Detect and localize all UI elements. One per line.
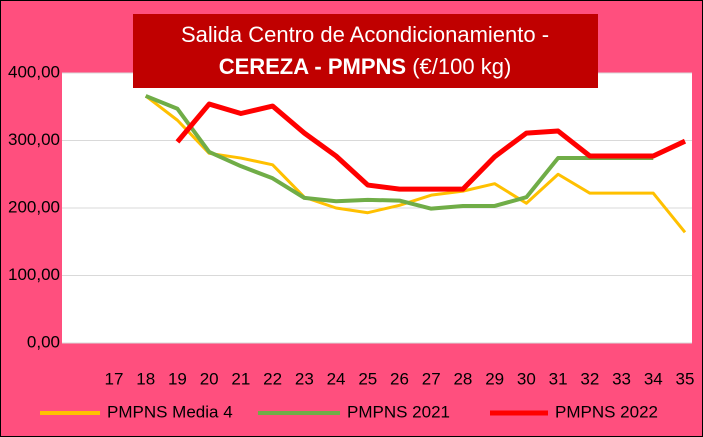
legend-label: PMPNS 2022 bbox=[555, 402, 658, 421]
y-tick-label: 0,00 bbox=[27, 332, 60, 351]
x-tick-label: 24 bbox=[327, 369, 346, 388]
x-tick-label: 31 bbox=[549, 369, 568, 388]
x-tick-label: 26 bbox=[390, 369, 409, 388]
legend-label: PMPNS Media 4 bbox=[107, 402, 233, 421]
legend-label: PMPNS 2021 bbox=[347, 402, 450, 421]
subtitle-bold: CEREZA - PMPNS bbox=[219, 54, 406, 79]
legend: PMPNS Media 4 PMPNS 2021 PMPNS 2022 bbox=[40, 402, 658, 421]
x-tick-label: 33 bbox=[612, 369, 631, 388]
x-tick-label: 34 bbox=[644, 369, 663, 388]
x-tick-label: 18 bbox=[136, 369, 155, 388]
y-tick-label: 400,00 bbox=[8, 62, 60, 81]
y-tick-label: 300,00 bbox=[8, 130, 60, 149]
x-tick-label: 32 bbox=[580, 369, 599, 388]
series-line bbox=[144, 94, 687, 234]
x-tick-label: 23 bbox=[295, 369, 314, 388]
x-tick-label: 17 bbox=[105, 369, 124, 388]
x-tick-label: 28 bbox=[453, 369, 472, 388]
chart-subtitle: CEREZA - PMPNS (€/100 kg) bbox=[219, 54, 512, 79]
x-tick-label: 21 bbox=[231, 369, 250, 388]
x-tick-label: 25 bbox=[358, 369, 377, 388]
series-line bbox=[175, 101, 687, 192]
lines bbox=[144, 94, 687, 234]
chart-title: Salida Centro de Acondicionamiento - bbox=[181, 22, 549, 47]
series-line bbox=[144, 94, 654, 211]
x-tick-label: 29 bbox=[485, 369, 504, 388]
x-tick-label: 20 bbox=[200, 369, 219, 388]
subtitle-unit: (€/100 kg) bbox=[412, 54, 511, 79]
title-box bbox=[133, 14, 598, 88]
x-tick-label: 35 bbox=[676, 369, 695, 388]
x-tick-label: 27 bbox=[422, 369, 441, 388]
x-tick-label: 30 bbox=[517, 369, 536, 388]
x-tick-label: 19 bbox=[168, 369, 187, 388]
y-tick-label: 100,00 bbox=[8, 265, 60, 284]
x-tick-label: 22 bbox=[263, 369, 282, 388]
y-tick-label: 200,00 bbox=[8, 197, 60, 216]
